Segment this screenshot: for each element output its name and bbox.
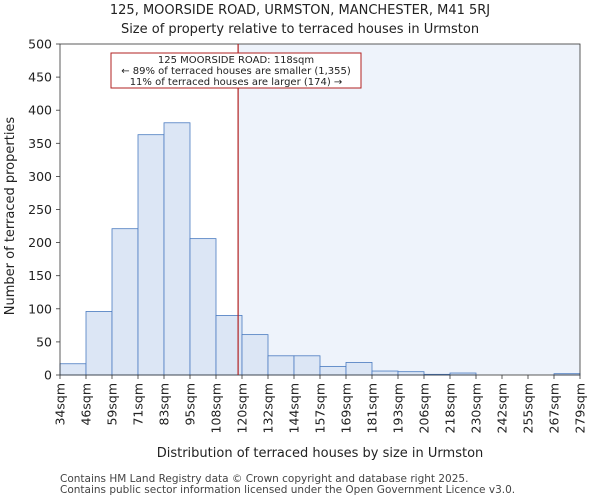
x-tick-label: 279sqm <box>573 383 588 433</box>
x-tick-label: 193sqm <box>391 383 406 433</box>
bar-34sqm <box>59 363 87 376</box>
annotation-line-2: ← 89% of terraced houses are smaller (1,… <box>121 66 351 77</box>
y-tick-label: 350 <box>28 136 52 151</box>
bar-157sqm <box>319 365 347 376</box>
x-axis-ticks: 34sqm 46sqm 59sqm 71sqm 83sqm 95sqm 108sqm 120s… <box>53 375 588 433</box>
x-tick-label: 267sqm <box>547 383 562 433</box>
y-tick-label: 0 <box>44 368 52 383</box>
bar-95sqm <box>189 238 217 376</box>
y-axis-ticks: 0 50 100 150 200 250 300 350 400 450 500 <box>28 37 60 383</box>
y-tick-label: 200 <box>28 235 52 250</box>
footer-line-1: Contains HM Land Registry data © Crown c… <box>60 473 469 485</box>
x-tick-label: 242sqm <box>495 383 510 433</box>
y-tick-label: 400 <box>28 103 52 118</box>
bar-120sqm <box>241 334 269 376</box>
bar-71sqm <box>137 134 165 376</box>
x-tick-label: 206sqm <box>417 383 432 433</box>
x-tick-label: 46sqm <box>79 383 94 426</box>
x-tick-label: 230sqm <box>469 383 484 433</box>
y-tick-label: 250 <box>28 202 52 217</box>
bar-132sqm <box>267 355 295 376</box>
x-tick-label: 108sqm <box>209 383 224 433</box>
chart-subtitle: Size of property relative to terraced ho… <box>121 22 479 37</box>
bar-83sqm <box>163 122 191 376</box>
y-tick-label: 300 <box>28 169 52 184</box>
footer-line-2: Contains public sector information licen… <box>60 484 516 496</box>
annotation-box <box>110 52 362 89</box>
x-tick-label: 144sqm <box>287 383 302 433</box>
x-tick-label: 71sqm <box>131 383 146 426</box>
annotation-line-1: 125 MOORSIDE ROAD: 118sqm <box>158 55 314 66</box>
x-tick-label: 59sqm <box>105 383 120 426</box>
bars-group <box>59 122 581 376</box>
larger-properties-region <box>238 44 580 375</box>
annotation-line-3: 11% of terraced houses are larger (174) … <box>130 77 343 88</box>
x-axis-label: Distribution of terraced houses by size … <box>157 446 484 461</box>
bar-181sqm <box>371 370 399 376</box>
x-tick-label: 34sqm <box>53 383 68 426</box>
x-tick-label: 255sqm <box>521 383 536 433</box>
x-tick-label: 95sqm <box>183 383 198 426</box>
bar-193sqm <box>397 371 425 376</box>
bar-144sqm <box>293 355 321 376</box>
y-axis-label: Number of terraced properties <box>3 117 18 316</box>
x-tick-label: 120sqm <box>235 383 250 433</box>
y-tick-label: 150 <box>28 268 52 283</box>
x-tick-label: 157sqm <box>313 383 328 433</box>
x-tick-label: 181sqm <box>365 383 380 433</box>
y-tick-label: 450 <box>28 70 52 85</box>
x-tick-label: 169sqm <box>339 383 354 433</box>
y-tick-label: 50 <box>36 334 52 349</box>
x-tick-label: 132sqm <box>261 383 276 433</box>
bar-169sqm <box>345 362 373 376</box>
x-tick-label: 83sqm <box>157 383 172 426</box>
y-tick-label: 500 <box>28 37 52 52</box>
chart-title: 125, MOORSIDE ROAD, URMSTON, MANCHESTER,… <box>110 3 490 18</box>
bar-59sqm <box>111 228 139 376</box>
bar-46sqm <box>85 311 113 376</box>
plot-frame <box>59 43 581 376</box>
y-tick-label: 100 <box>28 301 52 316</box>
x-tick-label: 218sqm <box>443 383 458 433</box>
